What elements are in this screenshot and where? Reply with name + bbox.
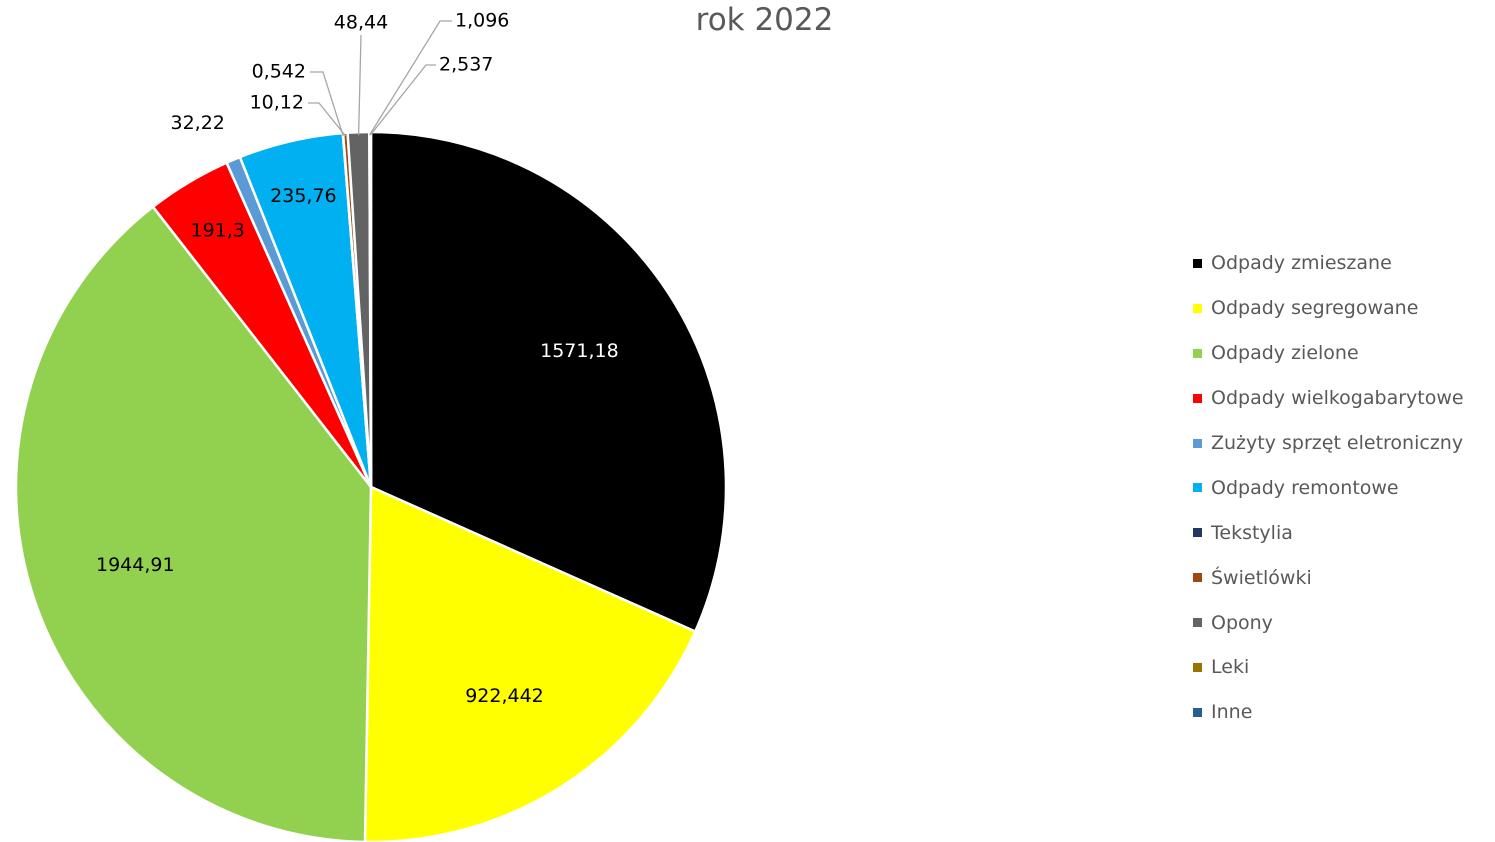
leader-line-swietlowki	[308, 102, 347, 137]
legend-item-zuzyty-sprzet-eletroniczny: Zużyty sprzęt eletroniczny	[1193, 421, 1464, 466]
legend-label: Odpady zielone	[1211, 342, 1359, 365]
data-label-leki: 1,096	[455, 10, 509, 32]
legend-item-odpady-remontowe: Odpady remontowe	[1193, 465, 1464, 510]
legend-item-leki: Leki	[1193, 645, 1464, 690]
leader-line-tekstylia	[310, 71, 344, 137]
legend-item-odpady-wielkogabarytowe: Odpady wielkogabarytowe	[1193, 376, 1464, 421]
legend-item-opony: Opony	[1193, 600, 1464, 645]
leader-line-opony	[357, 34, 362, 136]
chart-title: rok 2022	[695, 2, 834, 38]
data-label-tekstylia: 0,542	[252, 61, 306, 83]
data-label-odpady-zielone: 1944,91	[96, 554, 175, 576]
legend-label: Leki	[1211, 656, 1250, 679]
legend-label: Odpady zmieszane	[1211, 252, 1392, 275]
legend-label: Tekstylia	[1211, 521, 1293, 544]
legend-swatch	[1193, 438, 1202, 448]
slice-odpady-zielone	[14, 205, 373, 842]
legend-swatch	[1193, 707, 1202, 717]
legend-swatch	[1193, 618, 1202, 628]
leader-lines	[308, 20, 452, 137]
legend-swatch	[1193, 348, 1202, 358]
legend-swatch	[1193, 573, 1202, 583]
legend-swatch	[1193, 662, 1202, 672]
legend-swatch	[1193, 483, 1202, 493]
legend-label: Świetlówki	[1211, 566, 1312, 589]
legend-item-inne: Inne	[1193, 690, 1464, 735]
data-label-swietlowki: 10,12	[250, 92, 304, 114]
legend-label: Odpady segregowane	[1211, 297, 1419, 320]
data-label-odpady-remontowe: 235,76	[270, 185, 336, 207]
legend-item-odpady-segregowane: Odpady segregowane	[1193, 286, 1464, 331]
data-labels: 1571,18 922,442 1944,91 191,3 32,22 235,76 0,5…	[96, 10, 619, 708]
legend-label: Odpady remontowe	[1211, 476, 1399, 499]
data-label-odpady-wielkogabarytowe: 191,3	[190, 220, 244, 242]
legend-swatch	[1193, 258, 1202, 268]
slice-odpady-segregowane	[363, 485, 697, 842]
pie-slices	[14, 130, 728, 842]
legend-swatch	[1193, 393, 1202, 403]
legend-label: Inne	[1211, 701, 1253, 724]
legend-swatch	[1193, 303, 1202, 313]
data-label-zuzyty-sprzet-eletroniczny: 32,22	[170, 112, 224, 134]
legend-item-odpady-zmieszane: Odpady zmieszane	[1193, 241, 1464, 286]
legend-label: Zużyty sprzęt eletroniczny	[1211, 432, 1464, 454]
legend-item-tekstylia: Tekstylia	[1193, 510, 1464, 555]
slice-odpady-zmieszane	[369, 130, 728, 633]
leader-line-leki	[369, 20, 452, 136]
legend: Odpady zmieszane Odpady segregowane Odpady…	[1193, 241, 1464, 735]
legend-label: Odpady wielkogabarytowe	[1211, 387, 1464, 410]
data-label-inne: 2,537	[439, 54, 493, 76]
data-label-odpady-segregowane: 922,442	[465, 685, 544, 707]
data-label-opony: 48,44	[334, 12, 388, 34]
legend-label: Opony	[1211, 611, 1273, 634]
slice-inne	[368, 130, 373, 489]
legend-swatch	[1193, 528, 1202, 538]
data-label-odpady-zmieszane: 1571,18	[540, 340, 619, 362]
legend-item-odpady-zielone: Odpady zielone	[1193, 331, 1464, 376]
legend-item-swietlowki: Świetlówki	[1193, 555, 1464, 600]
leader-line-inne	[369, 64, 436, 136]
pie-chart: 1571,18 922,442 1944,91 191,3 32,22 235,76 0,5…	[14, 10, 728, 842]
